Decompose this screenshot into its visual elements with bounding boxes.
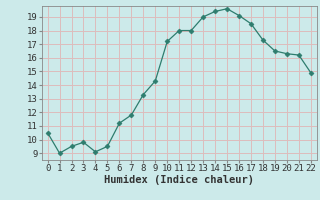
- X-axis label: Humidex (Indice chaleur): Humidex (Indice chaleur): [104, 175, 254, 185]
